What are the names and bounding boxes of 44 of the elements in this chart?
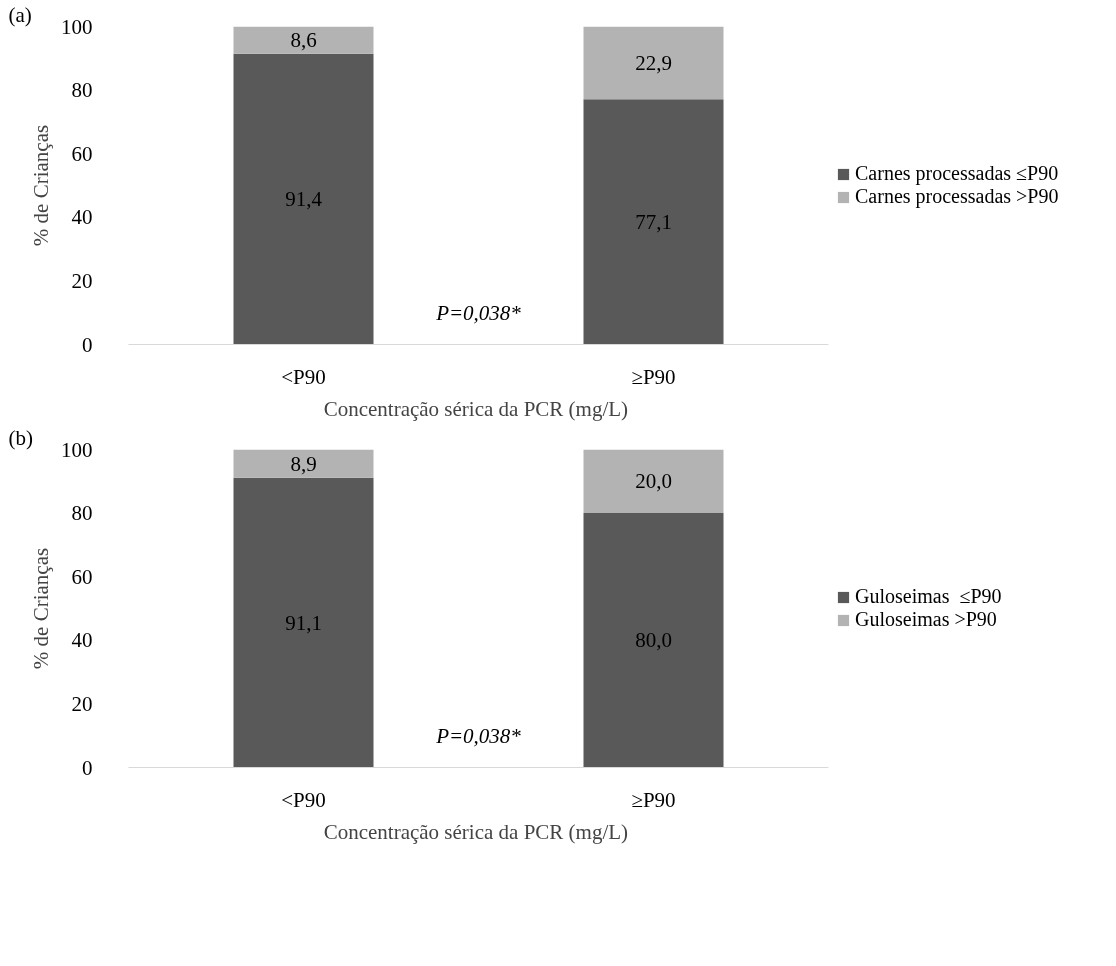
y-tick-label: 40 bbox=[71, 628, 93, 653]
data-label: 91,4 bbox=[285, 187, 323, 212]
text: (b) bbox=[8, 425, 33, 450]
y-tick-label: 100 bbox=[61, 437, 93, 462]
text: (a) bbox=[8, 2, 32, 27]
y-tick-label: 60 bbox=[71, 564, 93, 589]
bar bbox=[583, 513, 724, 768]
x-tick-label: ≥P90 bbox=[631, 787, 676, 812]
bar bbox=[233, 53, 374, 345]
data-label: 91,1 bbox=[285, 610, 322, 635]
y-tick-label: 80 bbox=[71, 78, 93, 103]
y-tick-label: 60 bbox=[71, 141, 93, 166]
y-tick-label: 40 bbox=[71, 205, 93, 230]
x-tick-label: <P90 bbox=[281, 787, 326, 812]
y-tick-label: 80 bbox=[71, 501, 93, 526]
bar bbox=[233, 477, 374, 768]
annotation: P=0,038* bbox=[435, 724, 522, 749]
data-label: 8,6 bbox=[290, 28, 317, 53]
y-tick-label: 0 bbox=[82, 332, 93, 357]
bar bbox=[583, 449, 724, 514]
legend-label: Guloseimas >P90 bbox=[855, 608, 997, 631]
data-label: 80,0 bbox=[635, 628, 672, 653]
y-tick-label: 100 bbox=[61, 14, 93, 39]
x-axis-title: Concentração sérica da PCR (mg/L) bbox=[323, 819, 629, 844]
bar bbox=[583, 99, 724, 345]
x-tick-label: <P90 bbox=[281, 364, 326, 389]
y-tick-label: 20 bbox=[71, 268, 93, 293]
y-axis-title: % de Crianças bbox=[29, 547, 53, 670]
bar bbox=[233, 449, 374, 478]
y-tick-label: 0 bbox=[82, 755, 93, 780]
data-label: 8,9 bbox=[290, 451, 317, 476]
data-label: 22,9 bbox=[635, 50, 672, 75]
legend-label: Carnes processadas ≤P90 bbox=[855, 162, 1059, 185]
annotation: P=0,038* bbox=[435, 301, 522, 326]
data-label: 20,0 bbox=[635, 469, 672, 494]
legend-label: Guloseimas ≤P90 bbox=[855, 585, 1002, 608]
x-axis-title: Concentração sérica da PCR (mg/L) bbox=[323, 396, 629, 421]
bar bbox=[583, 26, 724, 100]
x-tick-label: ≥P90 bbox=[631, 364, 676, 389]
data-label: 77,1 bbox=[635, 209, 672, 234]
y-axis-title: % de Crianças bbox=[29, 124, 53, 247]
y-tick-label: 20 bbox=[71, 691, 93, 716]
bar bbox=[233, 26, 374, 54]
legend-label: Carnes processadas >P90 bbox=[855, 185, 1059, 208]
